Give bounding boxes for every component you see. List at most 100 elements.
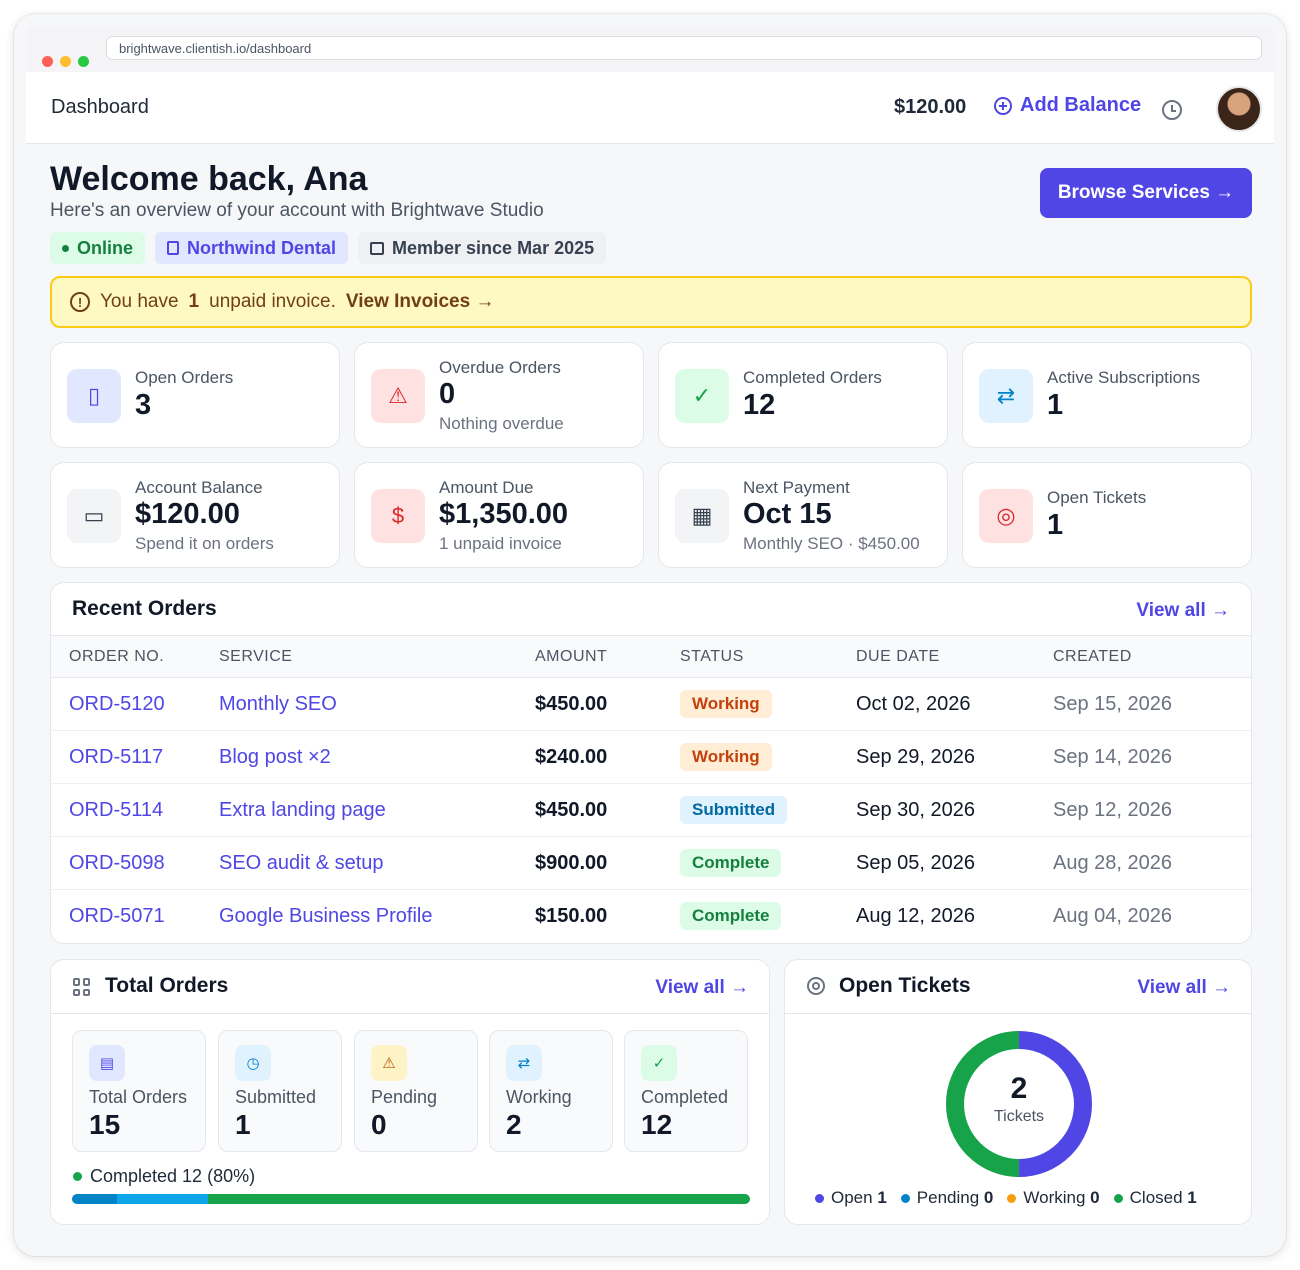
stat-card-account-balance[interactable]: ▭ Account Balance $120.00 Spend it on or… (50, 462, 340, 568)
stat-label: Next Payment (743, 478, 850, 497)
stat-value: $120.00 (135, 498, 240, 530)
stat-card-completed-orders[interactable]: ✓ Completed Orders 12 (658, 342, 948, 448)
service-link[interactable]: SEO audit & setup (219, 851, 384, 874)
document-icon: ▤ (89, 1045, 125, 1081)
stat-card-overdue-orders[interactable]: ⚠ Overdue Orders 0 Nothing overdue (354, 342, 644, 448)
legend-dot-icon (1113, 1194, 1123, 1203)
open-tickets-view-all[interactable]: View all → (1137, 977, 1231, 998)
stat-label: Account Balance (135, 478, 263, 497)
stat-card-open-orders[interactable]: ▯ Open Orders 3 (50, 342, 340, 448)
minimize-dot[interactable] (60, 56, 71, 67)
add-balance-button[interactable]: Add Balance (994, 94, 1141, 117)
stat-card-open-tickets[interactable]: ◎ Open Tickets 1 (962, 462, 1252, 568)
table-row[interactable]: ORD-5071 Google Business Profile $150.00… (51, 890, 1251, 943)
company-badge[interactable]: Northwind Dental (155, 232, 349, 264)
mini-card-submitted[interactable]: ◷ Submitted 1 (218, 1030, 342, 1152)
legend-item-pending[interactable]: Pending 0 (900, 1188, 993, 1208)
mini-card-total[interactable]: ▤ Total Orders 15 (72, 1030, 206, 1152)
stat-value: 1 (1047, 389, 1064, 421)
table-row[interactable]: ORD-5098 SEO audit & setup $900.00 Compl… (51, 836, 1251, 890)
total-orders-card: Total Orders View all → ▤ Total Orders 1… (50, 959, 770, 1225)
progress-segment-completed (207, 1194, 750, 1204)
avatar[interactable] (1216, 86, 1262, 132)
tickets-donut-chart (946, 1031, 1092, 1177)
welcome-heading: Welcome back, Ana (50, 160, 368, 198)
mini-card-working[interactable]: ⇄ Working 2 (489, 1030, 613, 1152)
lifebuoy-icon: ◎ (979, 489, 1033, 543)
order-link[interactable]: ORD-5120 (69, 692, 165, 715)
status-badge: Complete (680, 902, 782, 931)
open-tickets-title: Open Tickets (839, 974, 971, 997)
stat-card-active-subscriptions[interactable]: ⇄ Active Subscriptions 1 (962, 342, 1252, 448)
plus-circle-icon (994, 96, 1012, 115)
stat-value: Oct 15 (743, 498, 832, 530)
order-link[interactable]: ORD-5071 (69, 904, 165, 927)
close-dot[interactable] (42, 56, 53, 67)
column-header[interactable]: ORDER NO. (51, 635, 219, 678)
table-row[interactable]: ORD-5117 Blog post ×2 $240.00 Working Se… (51, 730, 1251, 784)
due-date: Sep 05, 2026 (856, 836, 1053, 890)
tickets-label: Tickets (993, 1108, 1045, 1125)
column-header[interactable]: STATUS (680, 635, 856, 678)
mini-card-pending[interactable]: ⚠ Pending 0 (354, 1030, 478, 1152)
mini-label: Working (506, 1087, 572, 1107)
address-bar[interactable]: brightwave.clientish.io/dashboard (106, 36, 1262, 60)
order-link[interactable]: ORD-5117 (69, 745, 164, 768)
service-link[interactable]: Extra landing page (219, 798, 386, 821)
order-amount: $900.00 (535, 836, 680, 890)
created-date: Aug 04, 2026 (1053, 904, 1172, 927)
recent-orders-view-all[interactable]: View all → (1136, 600, 1230, 621)
recent-orders-title: Recent Orders (72, 597, 217, 620)
status-badge: Working (680, 743, 772, 771)
stat-note: Spend it on orders (135, 534, 274, 553)
donut-segment-closed (946, 1031, 1020, 1177)
legend-item-closed[interactable]: Closed 1 (1113, 1188, 1197, 1208)
view-invoices-link[interactable]: View Invoices → (345, 291, 495, 312)
browse-services-button[interactable]: Browse Services → (1040, 168, 1252, 218)
table-row[interactable]: ORD-5114 Extra landing page $450.00 Subm… (51, 783, 1251, 837)
order-amount: $450.00 (535, 677, 680, 731)
add-balance-label: Add Balance (1020, 94, 1142, 116)
column-header[interactable]: CREATED (1053, 635, 1251, 678)
welcome-subheading: Here's an overview of your account with … (50, 200, 544, 221)
stat-value: 3 (135, 389, 152, 421)
due-date: Oct 02, 2026 (856, 677, 1053, 731)
mini-value: 2 (506, 1109, 522, 1140)
order-link[interactable]: ORD-5114 (69, 798, 164, 821)
legend-dot-icon (900, 1194, 910, 1203)
service-link[interactable]: Blog post ×2 (219, 745, 331, 768)
repeat-icon: ⇄ (979, 369, 1033, 423)
calendar-icon: ▦ (675, 489, 729, 543)
order-link[interactable]: ORD-5098 (69, 851, 165, 874)
stat-label: Open Tickets (1047, 488, 1147, 507)
maximize-dot[interactable] (78, 56, 89, 67)
column-header[interactable]: DUE DATE (856, 635, 1053, 678)
column-header[interactable]: AMOUNT (535, 635, 680, 678)
total-orders-title: Total Orders (105, 974, 229, 997)
app-window: brightwave.clientish.io/dashboard Dashbo… (14, 14, 1286, 1256)
history-icon[interactable] (1162, 100, 1182, 120)
legend-dot-icon (1007, 1194, 1017, 1203)
stat-label: Overdue Orders (439, 358, 561, 377)
service-link[interactable]: Google Business Profile (219, 904, 433, 927)
building-icon (167, 241, 180, 255)
created-date: Sep 12, 2026 (1053, 783, 1251, 837)
table-row[interactable]: ORD-5120 Monthly SEO $450.00 Working Oct… (51, 677, 1251, 731)
stat-card-amount-due[interactable]: $ Amount Due $1,350.00 1 unpaid invoice (354, 462, 644, 568)
progress-segment-working (117, 1194, 208, 1204)
tickets-legend: Open 1 Pending 0 Working 0 Closed 1 (815, 1188, 1197, 1208)
stat-label: Open Orders (135, 368, 234, 387)
mini-value: 15 (89, 1109, 121, 1140)
service-link[interactable]: Monthly SEO (219, 692, 337, 715)
member-label: Member since Mar 2025 (392, 237, 595, 258)
stat-note: 1 unpaid invoice (439, 534, 562, 553)
donut-segment-open (1018, 1031, 1092, 1177)
legend-item-working[interactable]: Working 0 (1007, 1188, 1100, 1208)
mini-card-completed[interactable]: ✓ Completed 12 (624, 1030, 748, 1152)
legend-item-open[interactable]: Open 1 (815, 1188, 887, 1208)
completed-summary: Completed 12 (80%) (73, 1166, 255, 1187)
due-date: Sep 29, 2026 (856, 730, 1053, 784)
stat-card-next-payment[interactable]: ▦ Next Payment Oct 15 Monthly SEO · $450… (658, 462, 948, 568)
column-header[interactable]: SERVICE (219, 635, 535, 678)
total-orders-view-all[interactable]: View all → (655, 977, 749, 998)
